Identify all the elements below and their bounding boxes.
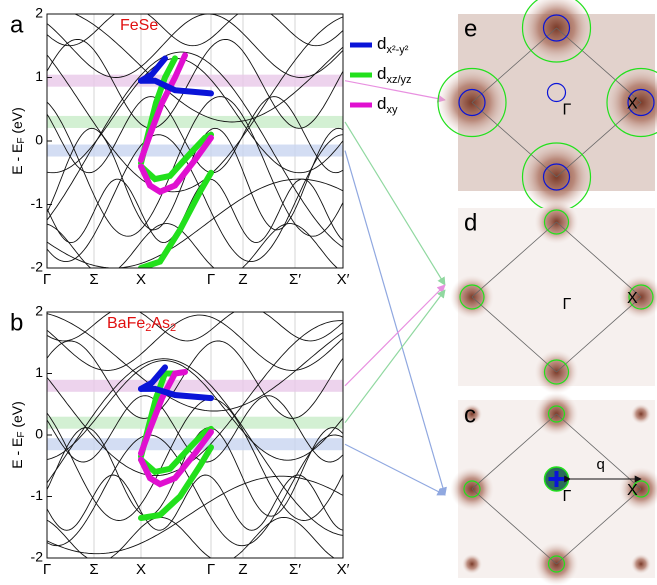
x-tick-label: Σ′ (289, 271, 301, 288)
x-tick-label: Σ (89, 271, 98, 288)
arrow (345, 151, 445, 495)
gamma-label: Γ (563, 296, 572, 313)
energy-stripe (47, 417, 343, 429)
x-label: X (627, 96, 638, 113)
x-tick-label: Γ (207, 271, 215, 288)
text-part: E - E (9, 438, 25, 469)
x-tick-label: X′ (337, 561, 350, 578)
text-part: d (377, 64, 386, 83)
orbital-band (141, 55, 185, 160)
text-part: (eV) (9, 401, 25, 431)
x-tick-label: Z (238, 271, 247, 288)
text-part: d (377, 34, 386, 53)
band (47, 8, 343, 46)
panel-label: b (10, 309, 23, 336)
arrow (345, 285, 445, 386)
band (47, 179, 343, 268)
x-tick-label: Γ (43, 561, 51, 578)
y-tick-label: -2 (31, 259, 44, 275)
y-tick-label: 0 (35, 132, 43, 148)
x-tick-label: Z (238, 561, 247, 578)
x-tick-label: Σ (89, 561, 98, 578)
y-tick-label: 2 (35, 5, 43, 21)
panel-label: a (10, 11, 24, 38)
band (47, 308, 343, 341)
panel-label: e (464, 15, 477, 42)
legend-label: dx²-y² (377, 34, 409, 55)
intensity (631, 554, 651, 574)
band (47, 224, 343, 275)
y-tick-label: 2 (35, 303, 43, 319)
x-tick-label: X′ (337, 271, 350, 288)
arrow (345, 290, 445, 423)
q-label: q (597, 456, 605, 473)
plot-frame (47, 312, 343, 558)
x-label: X (627, 482, 638, 499)
x-label: X (627, 290, 638, 307)
intensity (462, 554, 482, 574)
y-tick-label: 1 (35, 364, 43, 380)
arrow (345, 444, 445, 495)
material: BaFe2As2 (107, 315, 176, 334)
gamma-label: Γ (563, 488, 572, 505)
bands (47, 8, 343, 275)
y-axis-label: E - EF (eV) (9, 401, 27, 469)
bands (47, 308, 343, 562)
plot-frame (47, 14, 343, 268)
legend-label: dxz/yz (377, 64, 412, 85)
panel-label: c (464, 401, 476, 428)
x-tick-label: X (136, 561, 146, 578)
band (47, 517, 343, 561)
band (47, 17, 343, 192)
gamma-label: Γ (563, 102, 572, 119)
y-tick-label: 0 (35, 426, 43, 442)
intensity (631, 404, 651, 424)
y-tick-label: -2 (31, 549, 44, 565)
text-part: d (377, 94, 386, 113)
band (47, 475, 343, 530)
legend-label: dxy (377, 94, 398, 115)
x-tick-label: Γ (207, 561, 215, 578)
text-part: E - E (9, 144, 25, 175)
energy-stripe (47, 75, 343, 87)
figure: 210-1-2ΓΣXΓZΣ′X′aFeSeE - EF (eV)210-1-2Γ… (0, 0, 657, 585)
band (47, 315, 343, 370)
x-tick-label: X (136, 271, 146, 288)
text-part: (eV) (9, 107, 25, 137)
text-part: x²-y² (386, 44, 408, 56)
y-tick-label: -1 (31, 195, 44, 211)
text-part: 2 (170, 322, 176, 334)
band (47, 476, 343, 554)
text-part: xz/yz (386, 74, 411, 86)
y-tick-label: -1 (31, 487, 44, 503)
y-tick-label: 1 (35, 68, 43, 84)
energy-stripe (47, 380, 343, 392)
band (47, 341, 343, 419)
text-part: xy (386, 104, 398, 116)
y-axis-label: E - EF (eV) (9, 107, 27, 175)
panel-label: d (464, 209, 477, 236)
x-tick-label: Σ′ (289, 561, 301, 578)
text-part: As (151, 315, 170, 332)
material: FeSe (120, 17, 158, 34)
x-tick-label: Γ (43, 271, 51, 288)
text-part: FeSe (120, 17, 158, 34)
text-part: BaFe (107, 315, 145, 332)
